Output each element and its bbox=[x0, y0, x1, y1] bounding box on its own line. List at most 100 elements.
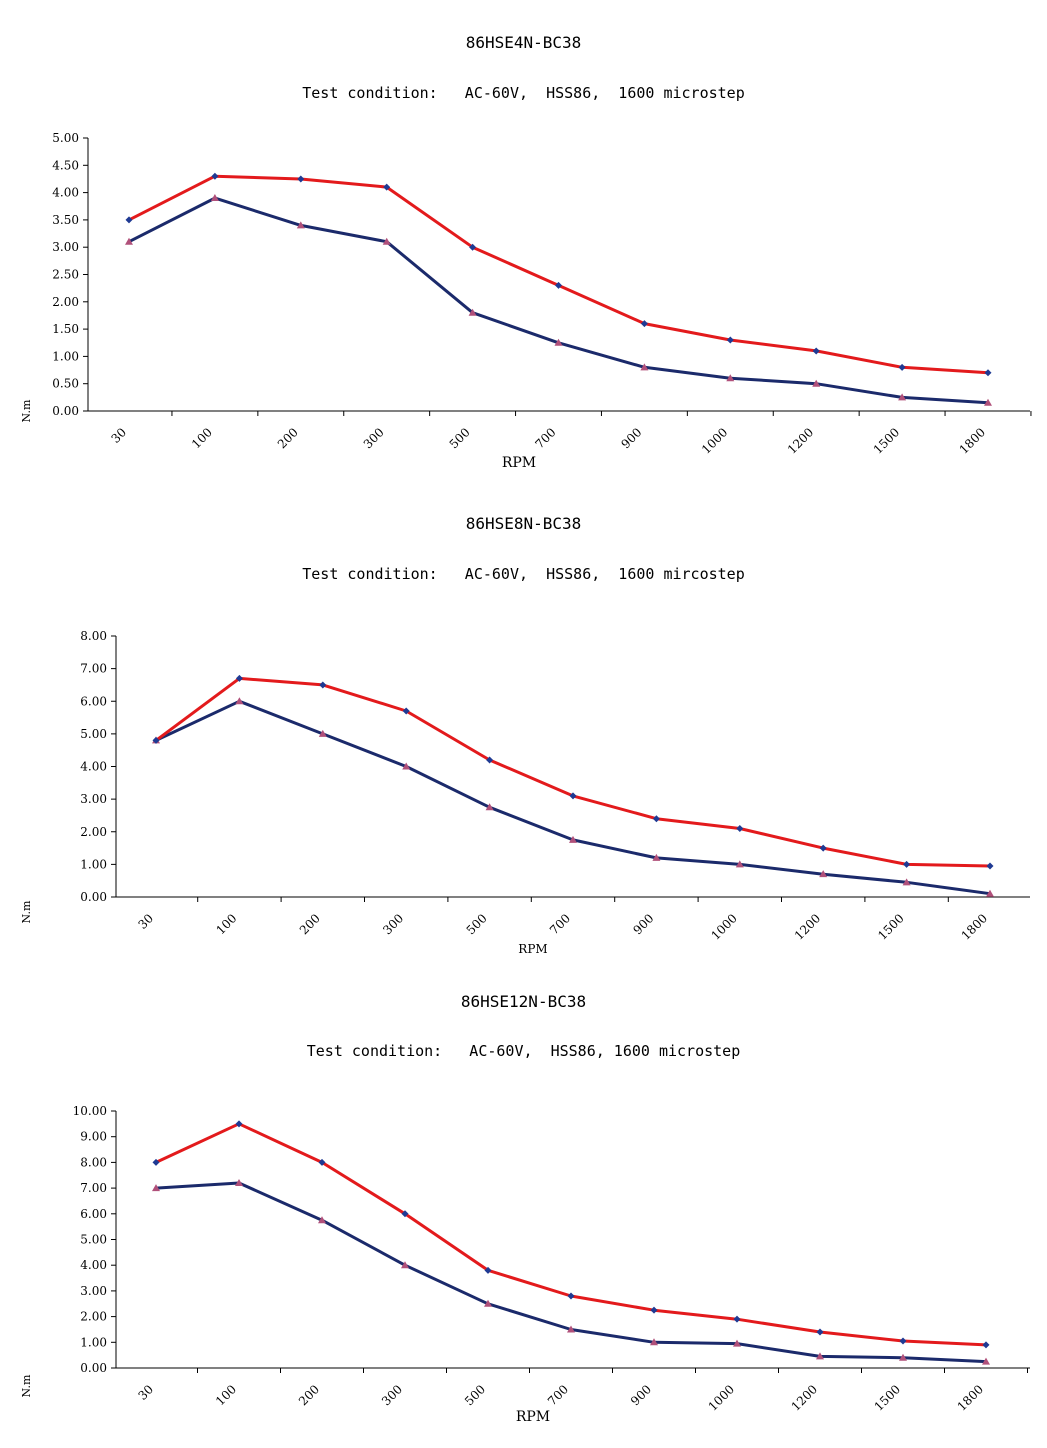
series-1-point bbox=[211, 172, 219, 180]
x-tick-label: 300 bbox=[379, 1382, 405, 1408]
y-tick-label: 9.00 bbox=[80, 1130, 107, 1144]
y-tick-label: 0.00 bbox=[80, 1361, 107, 1375]
series-1-point bbox=[486, 756, 494, 764]
x-tick-label: 1000 bbox=[699, 425, 730, 456]
x-tick-label: 300 bbox=[380, 911, 406, 937]
series-1-line bbox=[155, 1122, 987, 1347]
series-2-point bbox=[210, 194, 219, 202]
series-2-point bbox=[819, 870, 828, 878]
series-1-point bbox=[733, 1315, 741, 1323]
x-tick-label: 500 bbox=[464, 911, 490, 937]
series-2-point bbox=[484, 1299, 492, 1307]
series-2-point bbox=[318, 1216, 326, 1224]
chart-subtitle: Test condition: AC-60V, HSS86, 1600 micr… bbox=[302, 84, 745, 102]
series-2-point bbox=[898, 393, 907, 401]
series-2-point bbox=[902, 878, 911, 886]
series-1-point bbox=[726, 336, 734, 344]
series-2-point bbox=[402, 762, 411, 770]
series-2-line bbox=[128, 196, 989, 405]
x-tick-label: 1800 bbox=[957, 425, 988, 456]
series-1-point bbox=[469, 243, 477, 251]
series-1-point bbox=[819, 844, 827, 852]
x-tick-label: 700 bbox=[533, 425, 559, 451]
series-2-point bbox=[812, 379, 821, 387]
series-1-point bbox=[569, 792, 577, 800]
y-tick-label: 5.00 bbox=[80, 727, 107, 741]
y-tick-label: 3.00 bbox=[80, 1284, 107, 1298]
series-2-point bbox=[816, 1352, 824, 1360]
y-tick-label: 4.00 bbox=[52, 186, 79, 200]
series-2-point bbox=[152, 1184, 160, 1192]
series-1-point bbox=[401, 1210, 409, 1218]
chart-subtitle: Test condition: AC-60V, HSS86, 1600 mirc… bbox=[302, 565, 745, 583]
y-tick-label: 10.00 bbox=[73, 1104, 107, 1118]
series-2-point bbox=[567, 1325, 575, 1333]
series-1-point bbox=[152, 1158, 160, 1166]
series-1-point bbox=[640, 320, 648, 328]
y-tick-label: 4.50 bbox=[52, 158, 79, 172]
series-1-point bbox=[235, 1120, 243, 1128]
series-1-point bbox=[235, 674, 243, 682]
y-axis-title: N.m bbox=[20, 900, 33, 923]
series-2-line bbox=[155, 1181, 987, 1364]
y-axis-title: N.m bbox=[20, 399, 33, 422]
series-2-point bbox=[640, 363, 649, 371]
y-tick-label: 6.00 bbox=[80, 1207, 107, 1221]
series-1-point bbox=[318, 1158, 326, 1166]
x-tick-label: 1800 bbox=[959, 911, 990, 942]
y-tick-label: 0.00 bbox=[80, 890, 107, 904]
x-tick-label: 500 bbox=[462, 1382, 488, 1408]
series-1-point bbox=[652, 815, 660, 823]
x-tick-label: 100 bbox=[213, 911, 239, 937]
y-tick-label: 8.00 bbox=[80, 629, 107, 643]
series-1-point bbox=[125, 216, 133, 224]
series-1-point bbox=[297, 175, 305, 183]
series-2-point bbox=[569, 835, 577, 843]
series-2-point bbox=[125, 237, 133, 245]
series-2-point bbox=[152, 736, 160, 744]
x-tick-label: 30 bbox=[135, 1382, 156, 1403]
x-axis-title: RPM bbox=[502, 455, 536, 471]
x-tick-label: 1500 bbox=[871, 425, 902, 456]
series-1-point bbox=[319, 681, 327, 689]
x-axis-title: RPM bbox=[516, 1409, 550, 1425]
x-tick-label: 700 bbox=[545, 1382, 571, 1408]
series-2-point bbox=[554, 338, 563, 346]
series-1-point bbox=[152, 736, 160, 744]
series-2-point bbox=[982, 1357, 990, 1365]
series-2-point bbox=[986, 889, 994, 897]
series-1-point bbox=[812, 347, 820, 355]
y-tick-label: 3.50 bbox=[52, 213, 79, 227]
chart-title: 86HSE12N-BC38 bbox=[460, 992, 587, 1011]
series-2-line bbox=[155, 699, 991, 896]
y-tick-label: 1.00 bbox=[80, 857, 107, 871]
series-1-point bbox=[567, 1292, 575, 1300]
y-tick-label: 8.00 bbox=[80, 1155, 107, 1169]
x-tick-label: 200 bbox=[296, 1382, 322, 1408]
series-1-point bbox=[484, 1266, 492, 1274]
y-tick-label: 7.00 bbox=[80, 1181, 107, 1195]
series-2-point bbox=[984, 398, 992, 406]
series-1-point bbox=[736, 824, 744, 832]
series-1-point bbox=[903, 860, 911, 868]
y-tick-label: 2.00 bbox=[80, 1310, 107, 1324]
y-tick-label: 0.50 bbox=[52, 377, 79, 391]
y-tick-label: 4.00 bbox=[80, 760, 107, 774]
chart-title: 86HSE8N-BC38 bbox=[465, 514, 582, 533]
series-2-point bbox=[296, 221, 305, 229]
x-tick-label: 200 bbox=[275, 425, 301, 451]
x-tick-label: 900 bbox=[618, 425, 644, 451]
x-tick-label: 1200 bbox=[785, 425, 816, 456]
x-tick-label: 300 bbox=[361, 425, 387, 451]
x-tick-label: 30 bbox=[108, 425, 129, 446]
x-tick-label: 700 bbox=[547, 911, 573, 937]
y-tick-label: 1.50 bbox=[52, 322, 79, 336]
series-2-point bbox=[382, 237, 391, 245]
series-2-point bbox=[735, 860, 744, 868]
series-1-point bbox=[650, 1306, 658, 1314]
series-2-point bbox=[235, 697, 244, 705]
x-tick-label: 1000 bbox=[706, 1382, 737, 1413]
x-tick-label: 900 bbox=[628, 1382, 654, 1408]
